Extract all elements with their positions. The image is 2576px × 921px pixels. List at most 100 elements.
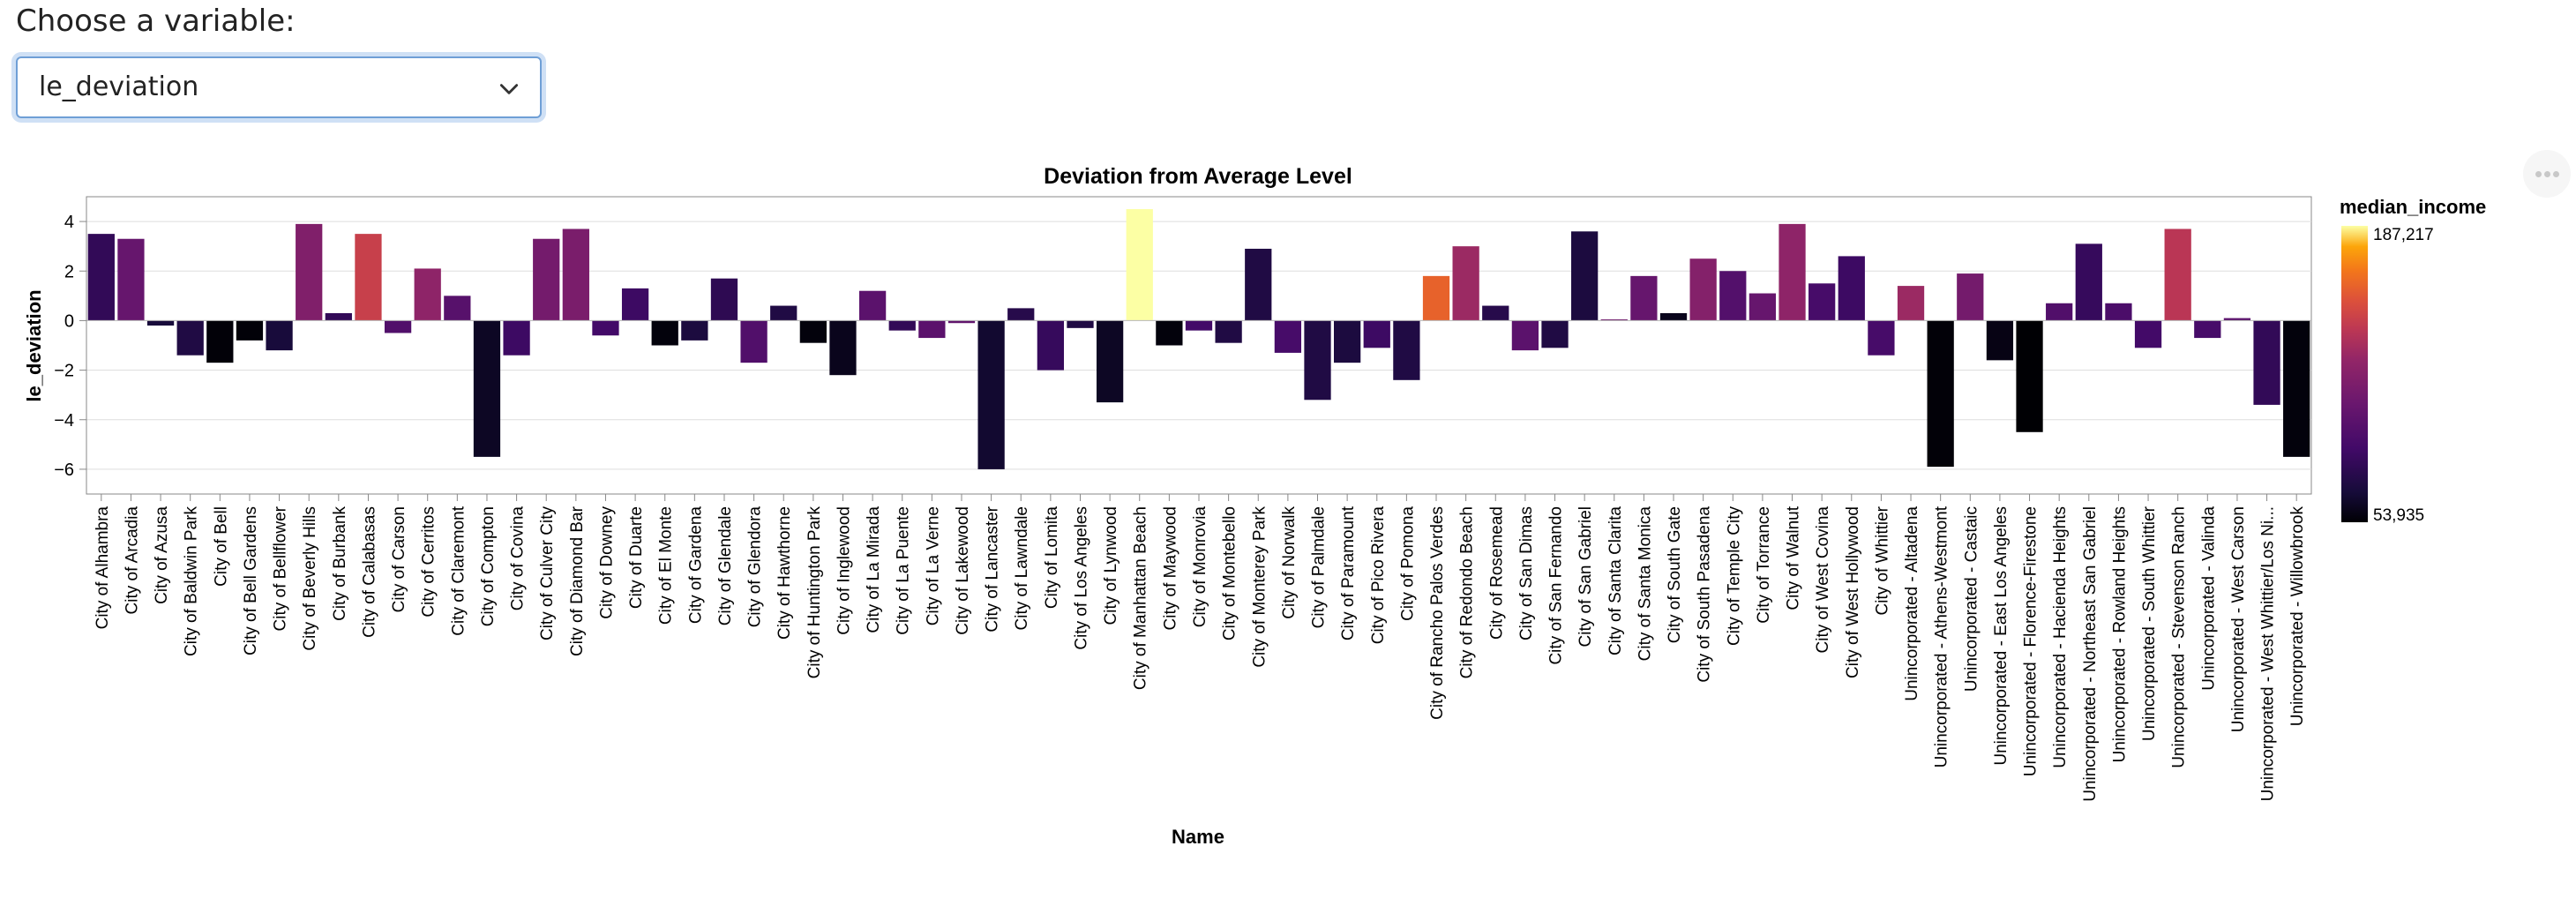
bar <box>888 320 916 331</box>
x-tick-label: City of Claremont <box>449 505 468 635</box>
bar <box>1363 320 1390 348</box>
bar <box>1126 209 1153 321</box>
bar <box>858 290 887 321</box>
x-tick-label: Unincorporated - Castaic <box>1962 506 1981 692</box>
bar <box>1185 320 1213 331</box>
x-tick-label: City of Carson <box>390 506 408 612</box>
y-tick-label: 0 <box>64 311 74 331</box>
x-tick-label: City of San Gabriel <box>1576 506 1595 647</box>
bars <box>87 209 2310 469</box>
y-tick-label: 4 <box>64 213 74 232</box>
bar <box>2194 320 2221 339</box>
x-tick-label: City of Duarte <box>627 506 646 609</box>
bar <box>503 320 530 356</box>
x-tick-label: City of San Dimas <box>1517 506 1536 640</box>
x-tick-label: City of La Verne <box>924 506 942 625</box>
x-tick-label: City of Lakewood <box>954 506 972 635</box>
x-tick-label: City of Rancho Palos Verdes <box>1428 506 1447 720</box>
x-tick-label: Unincorporated - Willowbrook <box>2288 506 2307 727</box>
bar <box>829 320 857 376</box>
x-tick-label: City of Cerritos <box>420 506 438 618</box>
bar <box>146 320 175 326</box>
bar <box>1927 320 1954 468</box>
variable-select[interactable]: le_deviation <box>16 56 542 118</box>
bar <box>710 278 738 321</box>
x-tick-label: City of Glendale <box>716 506 735 625</box>
x-tick-label: City of El Monte <box>657 506 676 625</box>
x-tick-label: City of Hawthorne <box>775 506 794 640</box>
bar <box>1096 320 1124 403</box>
bar <box>1897 286 1925 321</box>
more-dot-icon <box>2535 171 2542 177</box>
bar <box>1274 320 1302 353</box>
legend-min-label: 53,935 <box>2373 506 2424 525</box>
bar <box>2164 228 2191 321</box>
x-tick-label: City of Inglewood <box>835 506 853 635</box>
x-tick-label: City of Downey <box>597 506 616 619</box>
bar <box>1215 320 1242 343</box>
y-tick-label: −2 <box>54 362 74 381</box>
bar <box>2016 320 2043 432</box>
x-tick-label: City of Covina <box>509 506 528 611</box>
bar <box>1541 320 1569 348</box>
bar <box>740 320 768 363</box>
x-tick-label: City of Monrovia <box>1191 506 1209 628</box>
x-tick-label: Unincorporated - West Whittier/Los Ni... <box>2259 506 2278 801</box>
x-tick-label: City of Manhattan Beach <box>1132 506 1150 690</box>
x-axis-label: Name <box>1172 826 1224 848</box>
bar <box>236 320 264 341</box>
bar <box>770 305 798 321</box>
x-tick-label: City of Rosemead <box>1487 506 1506 640</box>
x-tick-label: City of West Covina <box>1814 506 1832 654</box>
y-axis: 4 2 0 −2 −4 −6 <box>54 197 87 494</box>
bar <box>2134 320 2162 348</box>
bar <box>1037 320 1064 371</box>
x-tick-label: Unincorporated - Hacienda Heights <box>2051 506 2070 768</box>
bar <box>681 320 708 341</box>
bar <box>651 320 678 346</box>
bar <box>592 320 619 336</box>
bar <box>1659 312 1688 321</box>
bar <box>2105 303 2132 321</box>
x-tick-label: City of Burbank <box>331 506 349 621</box>
x-tick-label: Unincorporated - Valinda <box>2199 506 2218 691</box>
x-tick-label: City of Baldwin Park <box>183 506 201 657</box>
x-tick-label: City of Maywood <box>1161 506 1179 630</box>
bar <box>918 320 946 339</box>
x-tick-label: City of Bell <box>212 506 230 587</box>
x-tick-label: Unincorporated - South Whittier <box>2140 505 2159 741</box>
x-tick-label: City of Torrance <box>1755 506 1773 624</box>
bar <box>2075 243 2102 321</box>
x-tick-label: Unincorporated - Florence-Firestone <box>2022 506 2041 776</box>
y-axis-label: le_deviation <box>23 289 45 401</box>
x-tick-label: Unincorporated - Stevenson Ranch <box>2170 506 2189 768</box>
x-tick-label: City of Los Angeles <box>1072 506 1090 650</box>
bar <box>1808 283 1836 321</box>
bar <box>1689 258 1717 321</box>
bar <box>384 320 412 333</box>
x-tick-label: City of Huntington Park <box>805 506 824 679</box>
x-axis: City of Alhambra City of Arcadia City of A… <box>86 493 2311 802</box>
bar <box>2253 320 2280 405</box>
bar <box>1600 319 1628 321</box>
x-tick-label: City of San Fernando <box>1547 506 1566 665</box>
bar <box>562 228 589 321</box>
bar <box>176 320 204 356</box>
chart-actions-button[interactable] <box>2523 150 2571 198</box>
bar <box>1511 320 1539 351</box>
variable-prompt: Choose a variable: <box>16 4 296 39</box>
x-tick-label: City of Culver City <box>538 506 557 641</box>
y-tick-label: −4 <box>54 411 74 431</box>
bar <box>977 320 1005 469</box>
x-tick-label: City of Bellflower <box>272 505 290 631</box>
x-tick-label: City of Lynwood <box>1102 506 1120 625</box>
bar <box>1571 231 1599 321</box>
x-tick-label: City of South Pasadena <box>1696 506 1714 683</box>
bar <box>533 238 560 321</box>
x-tick-label: City of South Gate <box>1666 506 1684 643</box>
x-tick-label: City of Whittier <box>1873 505 1891 615</box>
x-tick-label: City of Montebello <box>1221 506 1239 640</box>
bar <box>355 234 382 321</box>
legend-title: median_income <box>2340 196 2486 218</box>
